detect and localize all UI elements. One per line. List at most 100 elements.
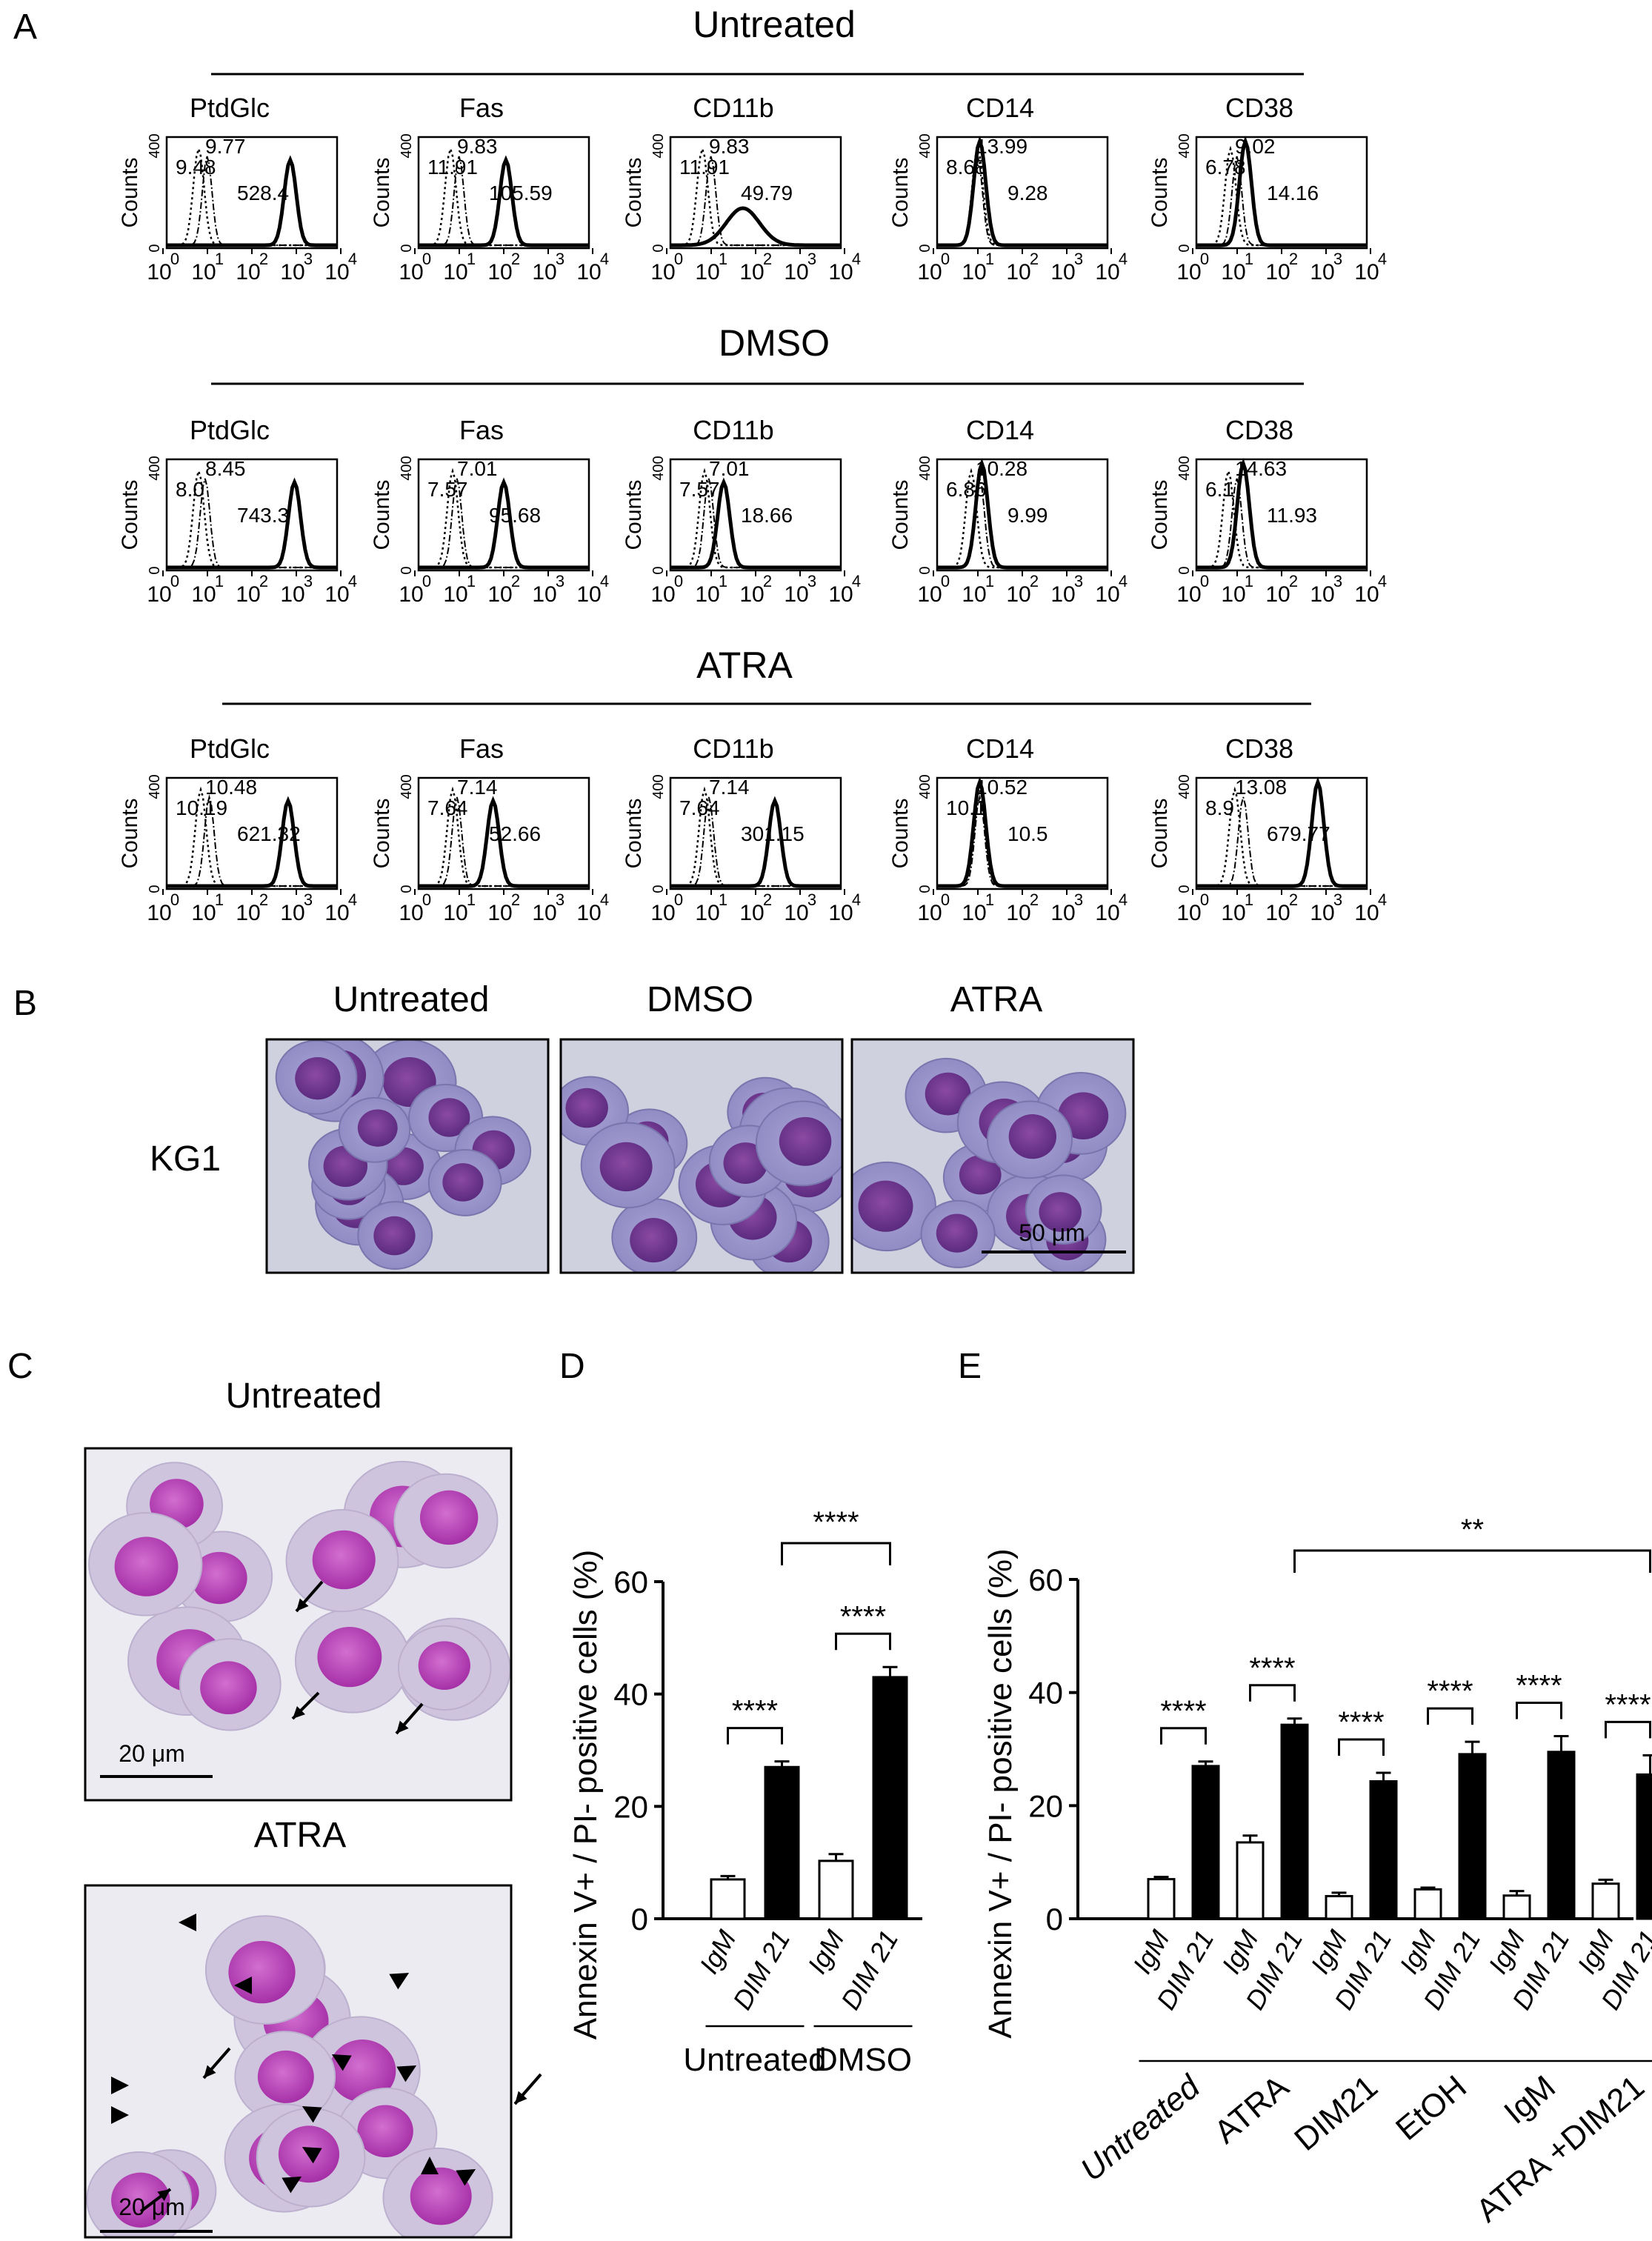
panel-c-title-atra: ATRA [254,1816,346,1855]
histogram-annotation: 18.66 [741,504,793,527]
x-tick-exponent: 4 [1378,250,1387,268]
histogram-marker-name: CD38 [1225,415,1293,445]
panel-letter-b: B [13,984,37,1023]
group-label: ATRA +DIM21 [1470,2068,1651,2229]
x-tick-base: 10 [576,260,601,284]
x-tick-base: 10 [1310,260,1334,284]
x-tick-base: 10 [324,901,349,925]
cell-nucleus [1008,1114,1057,1159]
x-tick-exponent: 2 [511,572,520,590]
histogram-annotation: 10.19 [176,796,227,819]
arrowhead-marker [421,2157,439,2174]
arrowhead-marker [234,1977,252,1994]
panel-b-row-label: KG1 [150,1139,221,1179]
x-tick-exponent: 1 [215,890,224,909]
y-tick-bottom: 0 [147,566,163,574]
bar [1325,1894,1353,1920]
x-category-label: IgM [802,1925,850,1978]
histogram-annotation: 9.83 [457,135,498,158]
histogram-curve [419,477,589,570]
panel-letter-c: C [7,1347,33,1386]
pointer-arrow-head [293,1706,305,1719]
histogram-marker-name: CD11b [693,415,773,445]
x-tick-base: 10 [399,582,423,607]
x-tick-exponent: 2 [259,890,268,909]
panel-b-col-dmso: DMSO [647,980,753,1019]
histogram-annotation: 10.1 [946,796,987,819]
histogram-annotation: 9.48 [176,156,216,179]
y-axis-label: Counts [622,157,646,227]
y-tick-top: 400 [650,456,667,480]
x-tick-base: 10 [695,901,719,925]
x-tick-base: 10 [1050,901,1075,925]
y-tick-top: 400 [917,456,933,480]
x-tick-base: 10 [1265,260,1290,284]
micrograph-kg1-untreated [265,1038,550,1274]
y-axis-label: Counts [622,798,646,868]
x-tick-exponent: 1 [985,250,994,268]
x-tick-base: 10 [532,582,556,607]
x-tick-base: 10 [784,260,808,284]
cell-nucleus [858,1180,913,1232]
x-tick-base: 10 [1354,260,1379,284]
panel-c-title-untreated: Untreated [226,1376,382,1416]
x-tick-exponent: 1 [1245,572,1253,590]
x-tick-exponent: 4 [600,890,609,909]
histogram-annotation: 10.48 [205,776,257,799]
y-axis-title: Annexin V+ / PI- positive cells (%) [567,1550,604,2039]
histogram-annotation: 10.52 [976,776,1027,799]
histogram-annotation: 621.32 [237,822,301,845]
x-tick-exponent: 3 [556,572,564,590]
arrowhead-marker [302,2147,322,2164]
x-tick-exponent: 1 [1245,890,1253,909]
histogram-cd14: CD14Counts40001001011021031046.8610.289.… [888,415,1128,607]
x-tick-exponent: 1 [467,572,476,590]
arrowhead-marker [302,2106,322,2123]
x-tick-exponent: 3 [1333,572,1342,590]
x-tick-base: 10 [236,901,260,925]
x-tick-exponent: 4 [600,250,609,268]
y-tick-bottom: 0 [917,566,933,574]
y-tick-top: 400 [917,774,933,799]
group-label: DMSO [814,2042,912,2078]
bar [1413,1888,1442,1920]
histogram-annotation: 9.83 [709,135,750,158]
x-tick-base: 10 [1221,901,1245,925]
x-tick-exponent: 1 [215,250,224,268]
y-tick-top: 400 [1176,133,1193,158]
x-tick-exponent: 2 [763,890,772,909]
histogram-marker-name: Fas [459,415,504,445]
histogram-annotation: 11.93 [1267,504,1317,527]
x-tick-base: 10 [147,582,171,607]
pointer-arrow-head [204,2065,216,2078]
histogram-annotation: 7.14 [709,776,750,799]
panel-letter-d: D [559,1347,585,1386]
cell-group [88,1460,511,1731]
y-tick-top: 400 [917,133,933,158]
arrowhead-marker [282,2177,302,2194]
x-tick-exponent: 3 [1074,572,1083,590]
scale-bar-bottom-label: 20 μm [119,2194,185,2220]
histogram-annotation: 743.3 [237,504,289,527]
panel-b-col-atra: ATRA [950,980,1042,1019]
histogram-marker-name: CD38 [1225,93,1293,123]
histogram-fas: FasCounts40001001011021031047.577.0195.6… [370,415,609,607]
y-axis-label: Counts [622,479,646,550]
significance-stars: ** [1461,1514,1484,1546]
x-tick-exponent: 4 [1378,890,1387,909]
y-tick-bottom: 0 [917,885,933,893]
significance-bracket [835,1632,891,1651]
x-tick-base: 10 [739,901,764,925]
arrowhead-marker [389,1973,410,1990]
histogram-annotation: 679.77 [1267,822,1330,845]
arrowhead-marker [331,2054,352,2071]
significance-stars: **** [1605,1688,1651,1721]
histogram-curve [937,776,1108,888]
histogram-annotation: 52.66 [489,822,541,845]
histogram-curve [419,796,589,888]
histogram-curve [167,786,337,888]
x-tick-base: 10 [828,260,853,284]
x-tick-exponent: 0 [941,250,950,268]
y-tick-bottom: 0 [147,885,163,893]
panel-c-micrographs: Untreated ATRA 20 μm 20 μm [84,1376,542,2239]
